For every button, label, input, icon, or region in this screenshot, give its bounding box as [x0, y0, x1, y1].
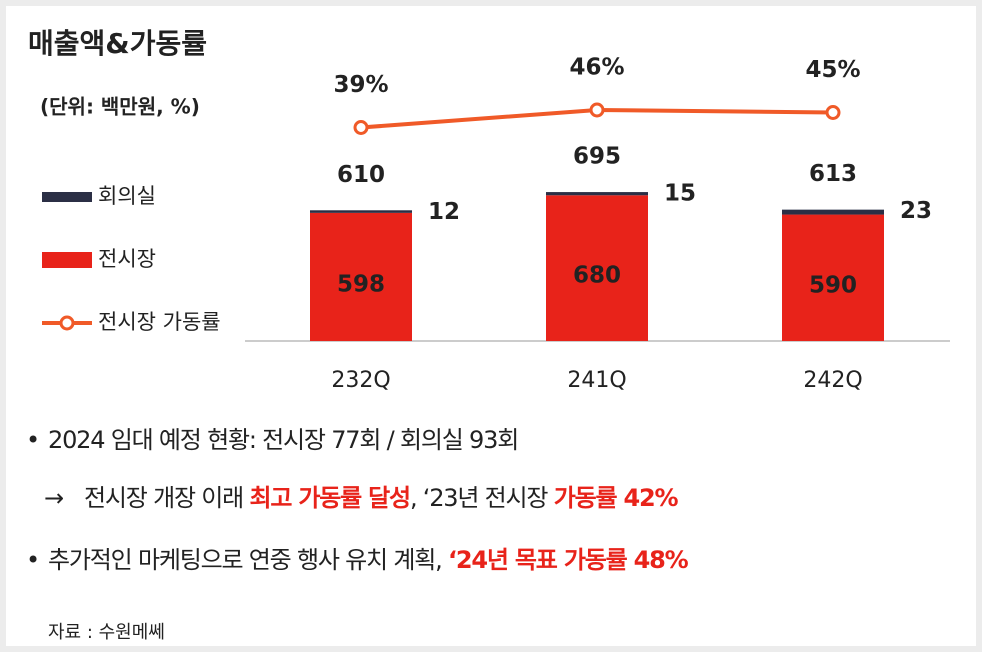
note-part: , ‘23년 전시장: [410, 484, 554, 512]
bar-label: 12: [428, 199, 460, 225]
source: 자료 : 수원메쎄: [48, 622, 165, 643]
note-bullet: •: [26, 546, 40, 574]
note: 2024 임대 예정 현황: 전시장 77회 / 회의실 93회: [48, 426, 518, 454]
note-part: 가동률 42%: [554, 484, 679, 512]
bar-segment: [546, 192, 648, 196]
total-label: 610: [337, 162, 385, 188]
bar-label: 15: [664, 181, 696, 207]
line-point: [825, 105, 841, 120]
bar-segment: [782, 214, 884, 341]
total-label: 613: [809, 161, 857, 187]
note-bullet: →: [44, 484, 64, 512]
legend-label: 전시장 가동률: [98, 310, 221, 334]
note: 추가적인 마케팅으로 연중 행사 유치 계획, ‘24년 목표 가동률 48%: [48, 546, 689, 574]
line-point: [589, 102, 605, 118]
line-point: [353, 120, 369, 135]
note-part: 전시장 개장 이래: [84, 484, 249, 512]
note-part: 최고 가동률 달성: [249, 484, 409, 512]
bar-segment: [310, 210, 412, 213]
x-tick-label: 232Q: [331, 368, 390, 393]
bar-label: 680: [573, 263, 621, 289]
bar-label: 590: [809, 272, 857, 298]
chart-subtitle: (단위: 백만원, %): [40, 95, 200, 119]
legend-swatch: [42, 252, 92, 268]
total-label: 695: [573, 144, 621, 170]
note-part: 2024 임대 예정 현황: 전시장 77회 / 회의실 93회: [48, 426, 518, 454]
legend-marker: [59, 315, 75, 331]
x-tick-label: 242Q: [803, 368, 862, 393]
note-bullet: •: [26, 426, 40, 454]
note: 전시장 개장 이래 최고 가동률 달성, ‘23년 전시장 가동률 42%: [84, 484, 679, 512]
bar-segment: [782, 209, 884, 215]
line-label: 46%: [569, 55, 624, 81]
chart-title: 매출액&가동률: [28, 27, 207, 60]
x-tick-label: 241Q: [567, 368, 626, 393]
bar-segment: [546, 195, 648, 341]
legend-swatch: [42, 192, 92, 202]
bar-label: 23: [900, 198, 932, 224]
note-part: ‘24년 목표 가동률 48%: [448, 546, 689, 574]
line-label: 39%: [333, 72, 388, 98]
line-label: 45%: [805, 57, 860, 83]
bar-segment: [310, 212, 412, 341]
legend-label: 회의실: [98, 184, 156, 208]
note-part: 추가적인 마케팅으로 연중 행사 유치 계획,: [48, 546, 448, 574]
legend-label: 전시장: [98, 247, 156, 271]
bar-label: 598: [337, 271, 385, 297]
